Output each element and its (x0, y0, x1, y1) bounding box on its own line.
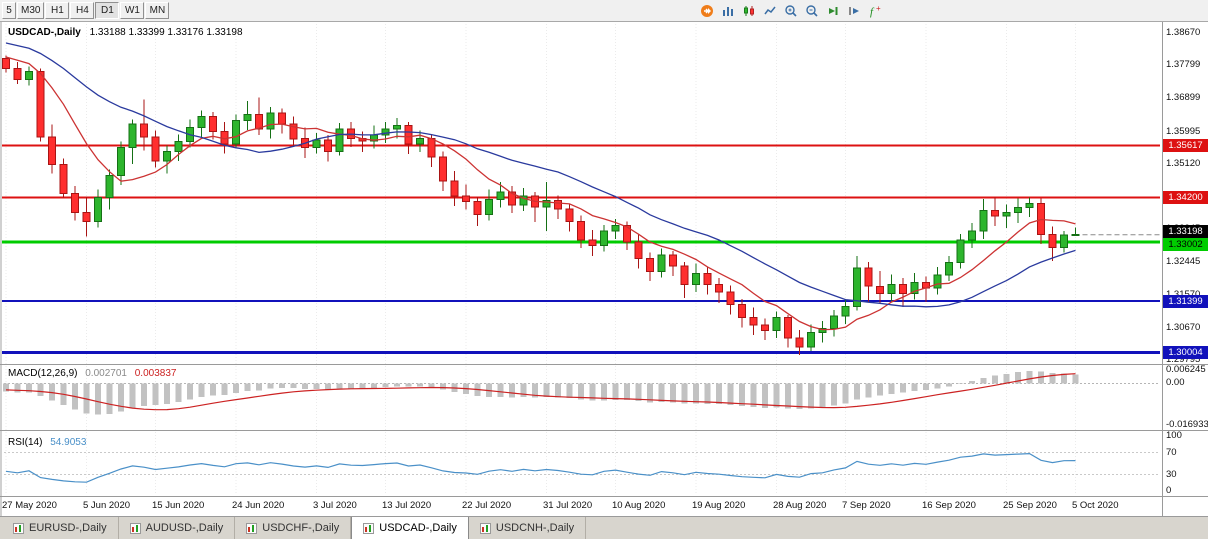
period-button-d1[interactable]: D1 (95, 2, 120, 19)
zoom-out-icon[interactable] (803, 2, 820, 19)
period-button-m30[interactable]: M30 (17, 2, 45, 19)
mini-chart-icon (363, 522, 375, 534)
zoom-in-icon[interactable] (782, 2, 799, 19)
mini-chart-icon (13, 522, 24, 534)
mini-chart-icon (246, 522, 258, 534)
period-button-h1[interactable]: H1 (45, 2, 70, 19)
line-chart-icon[interactable] (761, 2, 778, 19)
new-order-icon[interactable] (698, 2, 715, 19)
mini-chart-icon (129, 522, 141, 534)
auto-scroll-icon[interactable] (824, 2, 841, 19)
timeframe-toolbar: 5 M30 H1 H4 D1 W1 MN f + (0, 0, 1208, 22)
period-buttons: 5 M30 H1 H4 D1 W1 MN (0, 2, 170, 19)
period-button-5[interactable]: 5 (2, 2, 16, 19)
toolbar-icons: f + (698, 2, 883, 19)
chart-tab-label: EURUSD-,Daily (29, 522, 107, 534)
chart-tab-eurusd[interactable]: EURUSD-,Daily (2, 517, 119, 539)
svg-text:+: + (876, 4, 881, 13)
period-button-w1[interactable]: W1 (120, 2, 145, 19)
period-button-mn[interactable]: MN (145, 2, 170, 19)
indicators-icon[interactable]: f + (866, 2, 883, 19)
candlestick-chart-icon[interactable] (740, 2, 757, 19)
bar-chart-icon[interactable] (719, 2, 736, 19)
chart-tab-usdcnh[interactable]: USDCNH-,Daily (469, 517, 587, 539)
chart-tab-label: USDCAD-,Daily (379, 522, 457, 534)
chart-tabs-bar: EURUSD-,Daily AUDUSD-,Daily USDCHF-,Daily U… (0, 516, 1208, 539)
chart-shift-icon[interactable] (845, 2, 862, 19)
chart-tab-label: USDCHF-,Daily (262, 522, 340, 534)
period-button-h4[interactable]: H4 (70, 2, 95, 19)
chart-tab-audusd[interactable]: AUDUSD-,Daily (119, 517, 236, 539)
svg-text:f: f (870, 6, 875, 18)
chart-tab-label: AUDUSD-,Daily (145, 522, 224, 534)
mini-chart-icon (479, 522, 491, 534)
chart-tab-label: USDCNH-,Daily (495, 522, 575, 534)
chart-tab-usdchf[interactable]: USDCHF-,Daily (235, 517, 352, 539)
chart-tab-usdcad[interactable]: USDCAD-,Daily (351, 517, 469, 539)
